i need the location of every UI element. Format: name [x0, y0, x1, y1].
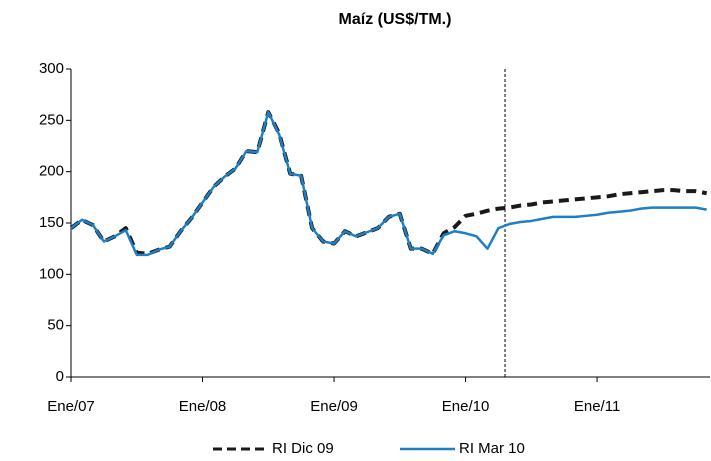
x-tick-label: Ene/07 — [47, 398, 95, 415]
y-tick-label: 200 — [39, 163, 64, 180]
legend-label: RI Dic 09 — [272, 440, 334, 457]
y-tick-label: 100 — [39, 265, 64, 282]
series-line — [70, 110, 707, 257]
chart-title: Maíz (US$/TM.) — [339, 11, 452, 28]
y-tick-label: 0 — [56, 368, 64, 385]
y-tick-label: 50 — [47, 317, 64, 334]
y-tick-label: 150 — [39, 214, 64, 231]
y-tick-label: 250 — [39, 111, 64, 128]
y-tick-label: 300 — [39, 60, 64, 77]
x-tick-label: Ene/10 — [442, 398, 490, 415]
x-tick-label: Ene/08 — [179, 398, 227, 415]
legend-label: RI Mar 10 — [459, 440, 525, 457]
x-tick-label: Ene/09 — [310, 398, 358, 415]
x-tick-label: Ene/11 — [574, 398, 620, 415]
series-line — [69, 110, 708, 256]
